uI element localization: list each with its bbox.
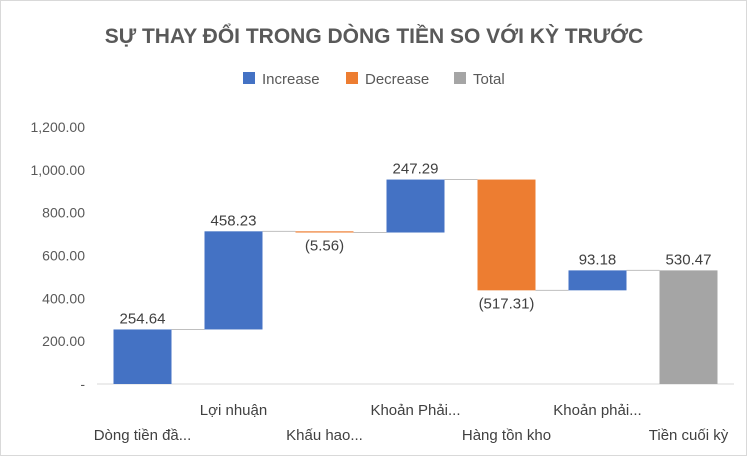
- y-tick-label: 400.00: [42, 290, 85, 306]
- y-tick-label: 600.00: [42, 248, 85, 264]
- bar-decrease: [477, 179, 536, 291]
- legend-label-total: Total: [473, 71, 505, 88]
- bar-increase: [568, 270, 627, 291]
- bar-total: [659, 270, 718, 384]
- bar-decrease: [295, 231, 354, 233]
- y-tick-label: -: [80, 376, 85, 392]
- x-tick-label: Hàng tồn kho: [462, 427, 551, 444]
- legend: Increase Decrease Total: [243, 71, 505, 88]
- legend-swatch-increase: [243, 72, 255, 84]
- y-tick-label: 1,000.00: [31, 162, 86, 178]
- data-label: (517.31): [479, 295, 535, 312]
- x-tick-label: Khoản Phải...: [370, 402, 460, 419]
- data-label: (5.56): [305, 238, 344, 255]
- bar-increase: [386, 179, 445, 233]
- legend-label-increase: Increase: [262, 71, 320, 88]
- bar-increase: [113, 329, 172, 384]
- data-label: 530.47: [666, 251, 712, 268]
- bar-increase: [204, 231, 263, 330]
- plot-area: 254.64 Dòng tiền đầ... 458.23 Lợi nhuận (5.5…: [94, 161, 729, 444]
- y-axis: - 200.00 400.00 600.00 800.00 1,000.00 1,200.0…: [31, 119, 734, 392]
- legend-swatch-total: [454, 72, 466, 84]
- data-label: 458.23: [211, 212, 257, 229]
- x-tick-label: Khoản phải...: [553, 402, 641, 419]
- legend-swatch-decrease: [346, 72, 358, 84]
- data-label: 254.64: [120, 310, 166, 327]
- x-tick-label: Lợi nhuận: [200, 402, 267, 419]
- x-tick-label: Tiền cuối kỳ: [649, 427, 729, 444]
- y-tick-label: 800.00: [42, 205, 85, 221]
- y-tick-label: 1,200.00: [31, 119, 86, 135]
- x-tick-label: Khấu hao...: [286, 427, 363, 444]
- chart-title: SỰ THAY ĐỔI TRONG DÒNG TIỀN SO VỚI KỲ TR…: [105, 24, 644, 48]
- legend-label-decrease: Decrease: [365, 71, 429, 88]
- data-label: 93.18: [579, 251, 617, 268]
- x-tick-label: Dòng tiền đầ...: [94, 427, 192, 444]
- y-tick-label: 200.00: [42, 333, 85, 349]
- data-label: 247.29: [393, 161, 439, 178]
